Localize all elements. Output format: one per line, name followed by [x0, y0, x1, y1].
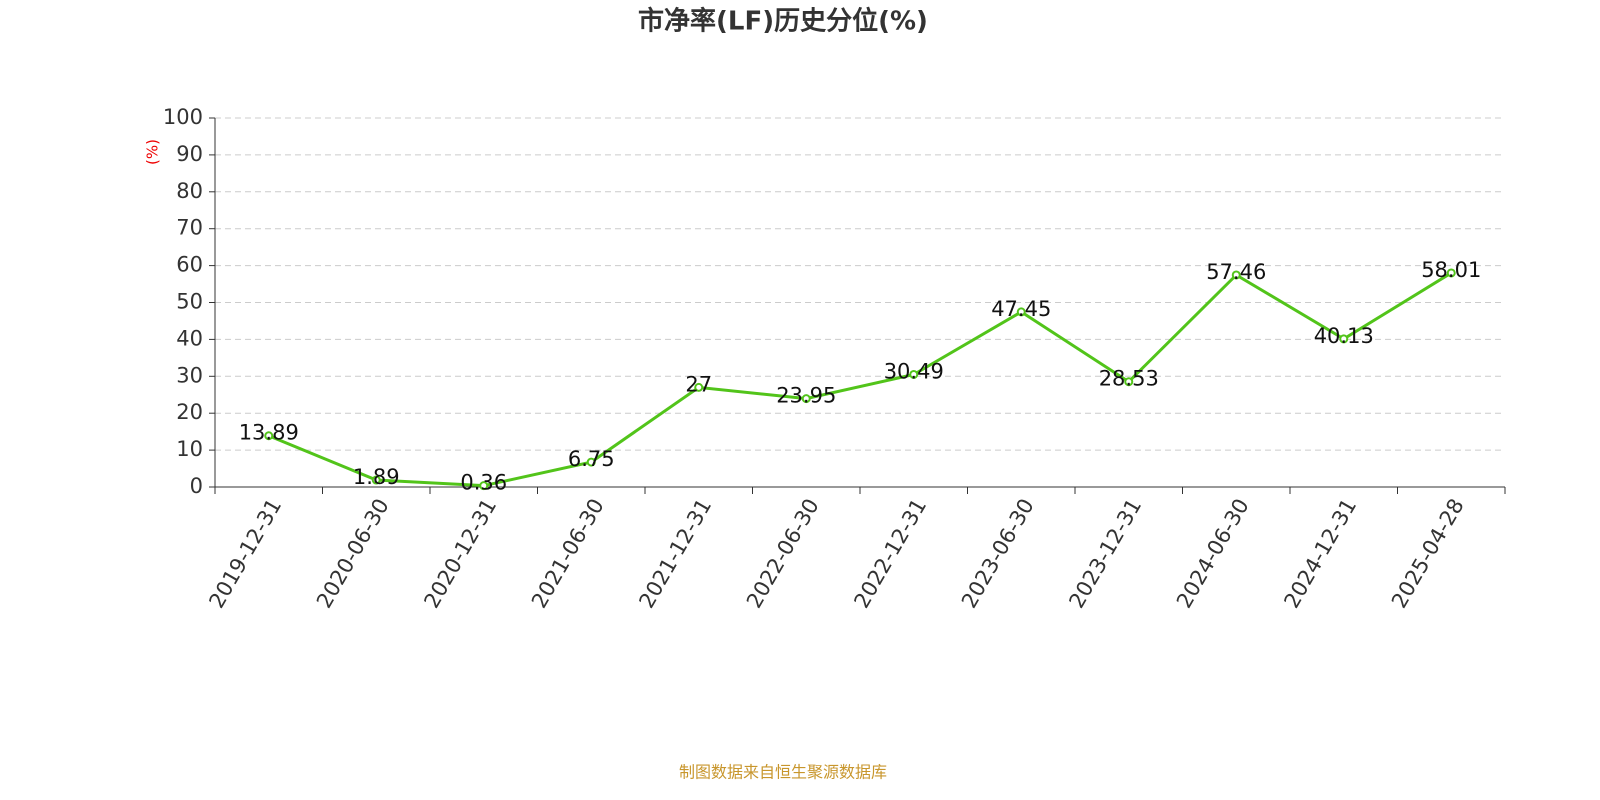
data-label: 57.46 — [1206, 260, 1266, 284]
data-label: 28.53 — [1099, 367, 1159, 391]
data-label: 47.45 — [991, 297, 1051, 321]
data-point — [909, 369, 919, 379]
data-point — [1016, 307, 1026, 317]
data-point — [694, 382, 704, 392]
x-tick-label: 2019-12-31 — [204, 495, 286, 613]
data-line — [268, 271, 1453, 488]
data-label: 23.95 — [776, 384, 836, 408]
data-point — [264, 431, 274, 441]
x-tick-label: 2023-12-31 — [1064, 495, 1146, 613]
data-point — [801, 394, 811, 404]
chart-title: 市净率(LF)历史分位(%) — [638, 6, 928, 37]
y-tick-label: 30 — [176, 363, 203, 387]
source-note: 制图数据来自恒生聚源数据库 — [679, 763, 887, 782]
x-tick-label: 2020-06-30 — [312, 495, 394, 613]
x-tick-label: 2022-06-30 — [742, 495, 824, 613]
data-label: 6.75 — [568, 447, 615, 471]
y-tick-label: 50 — [176, 290, 203, 314]
data-label: 58.01 — [1421, 258, 1481, 282]
data-point — [479, 481, 489, 491]
data-label: 27 — [685, 372, 712, 396]
data-label: 0.36 — [460, 471, 507, 495]
x-tick-label: 2025-04-28 — [1387, 495, 1469, 613]
data-point — [1446, 268, 1456, 278]
y-tick-label: 0 — [190, 474, 203, 498]
data-point — [1231, 270, 1241, 280]
data-point — [1124, 377, 1134, 387]
y-tick-label: 10 — [176, 437, 203, 461]
x-tick-label: 2021-12-31 — [634, 495, 716, 613]
data-label: 13.89 — [239, 421, 299, 445]
data-label: 1.89 — [353, 465, 400, 489]
y-tick-label: 100 — [163, 105, 203, 129]
y-tick-label: 70 — [176, 216, 203, 240]
data-point — [1339, 334, 1349, 344]
data-label: 30.49 — [884, 359, 944, 383]
y-tick-label: 20 — [176, 400, 203, 424]
data-point — [586, 457, 596, 467]
y-tick-label: 60 — [176, 253, 203, 277]
data-label: 40.13 — [1314, 324, 1374, 348]
y-tick-label: 80 — [176, 179, 203, 203]
y-tick-label: 90 — [176, 142, 203, 166]
x-tick-label: 2024-06-30 — [1172, 495, 1254, 613]
x-tick-label: 2024-12-31 — [1279, 495, 1361, 613]
y-axis-label: (%) — [144, 139, 162, 165]
x-tick-label: 2020-12-31 — [419, 495, 501, 613]
data-point — [371, 475, 381, 485]
x-tick-label: 2021-06-30 — [527, 495, 609, 613]
x-tick-label: 2023-06-30 — [957, 495, 1039, 613]
x-tick-label: 2022-12-31 — [849, 495, 931, 613]
y-tick-label: 40 — [176, 326, 203, 350]
